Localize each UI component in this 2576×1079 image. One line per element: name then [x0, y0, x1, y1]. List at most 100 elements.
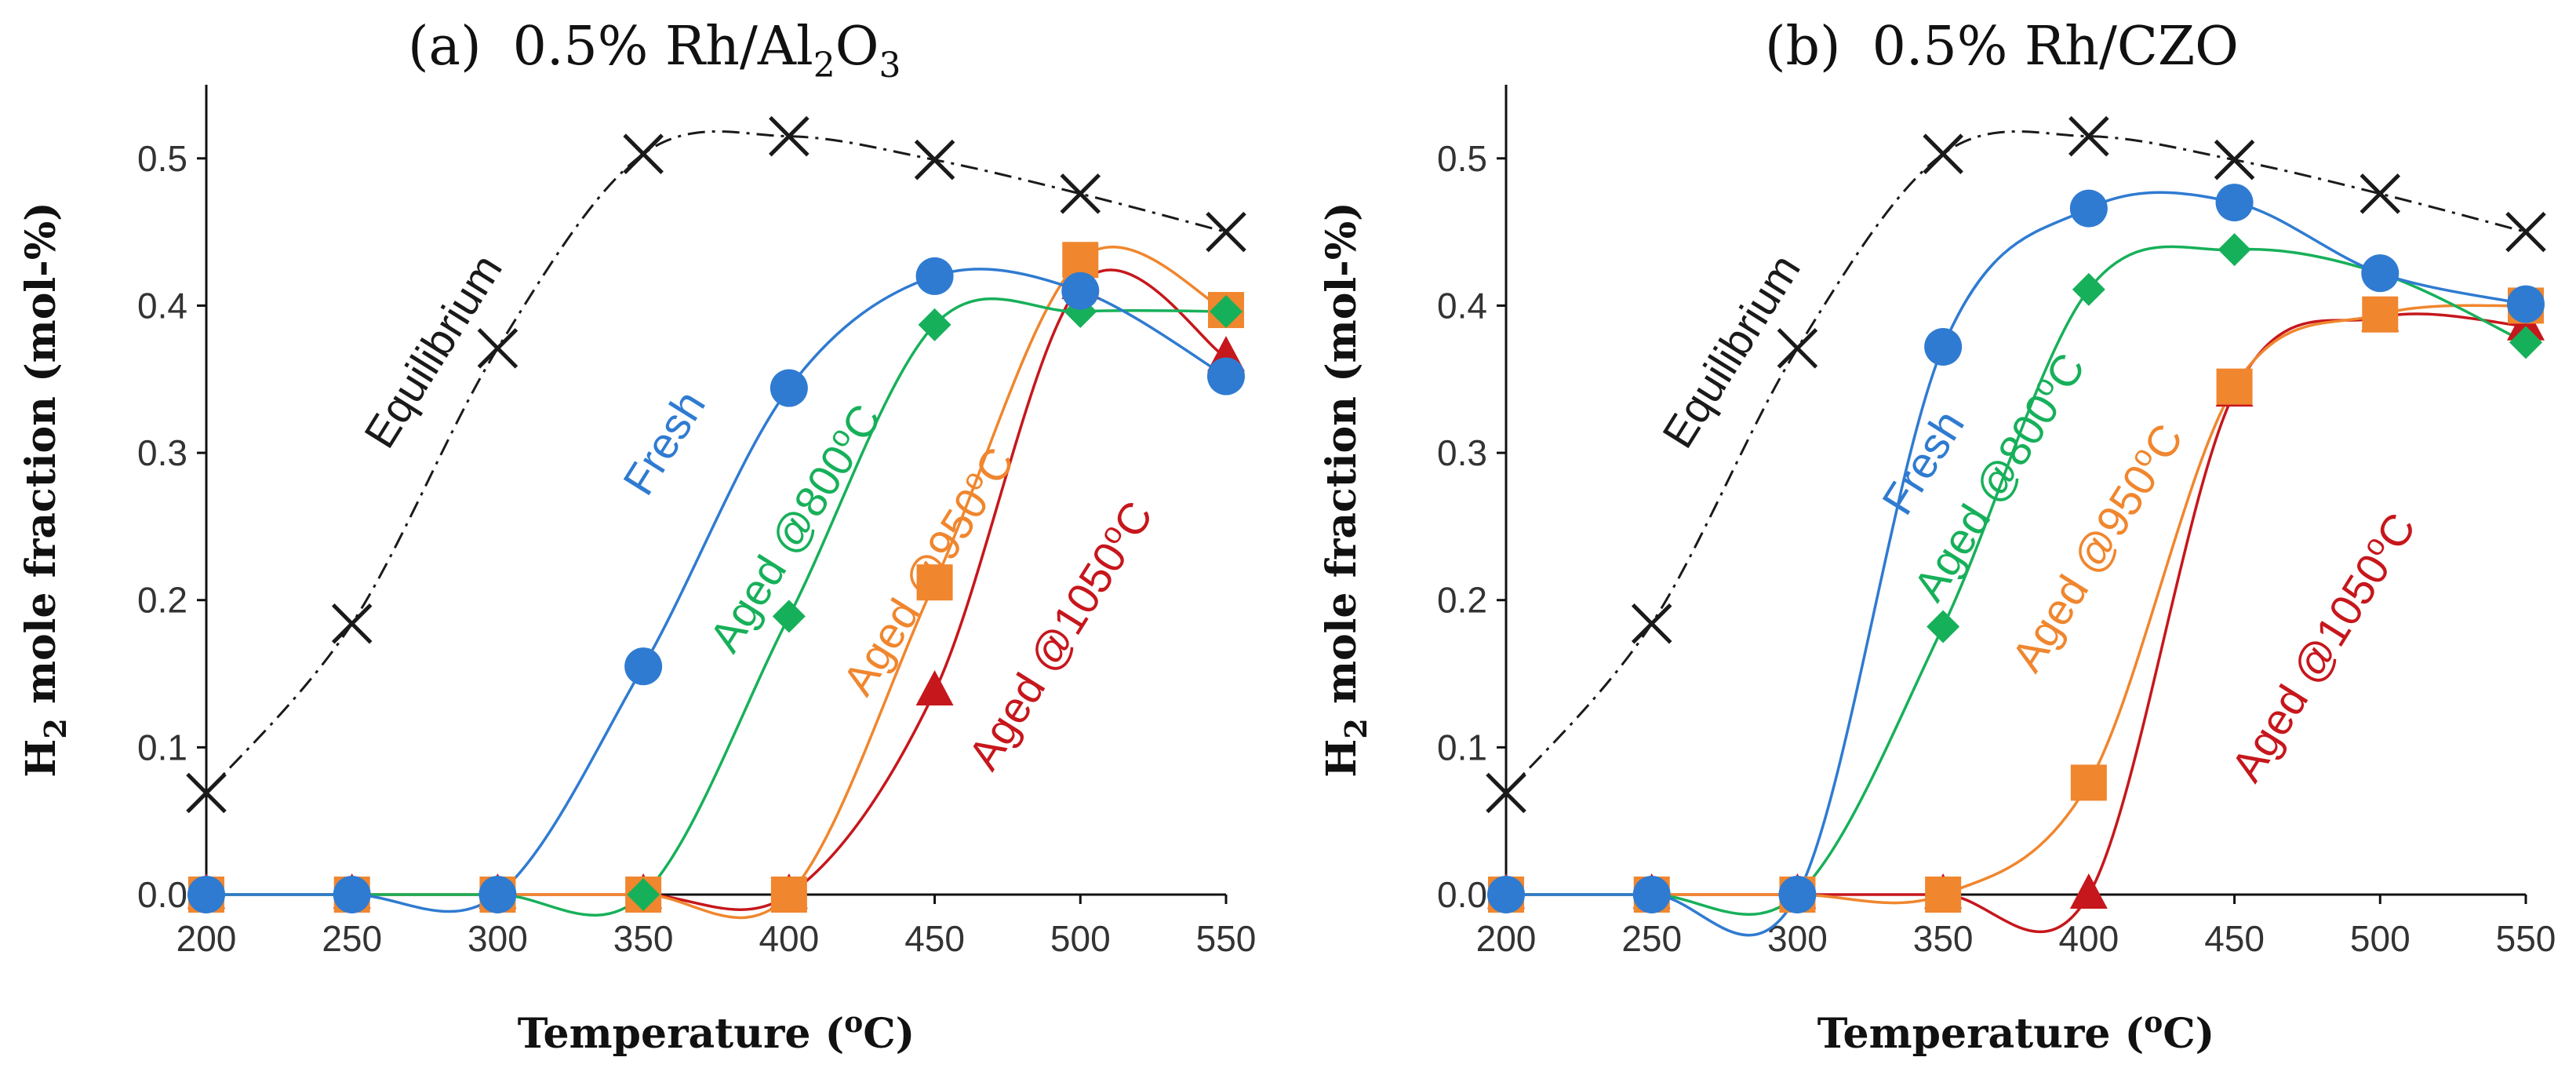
panel-b-x-tick-label: 350: [1913, 918, 1974, 959]
panel-a-point-equilibrium: [477, 328, 518, 369]
panel-b-point-fresh: [1778, 876, 1817, 913]
panel-b-point-fresh: [1487, 876, 1525, 913]
panel-b-point-equilibrium: [2505, 211, 2546, 253]
panel-b-x-tick-label: 200: [1476, 918, 1537, 959]
panel-b-point-equilibrium: [2214, 139, 2255, 180]
panel-b-point-equilibrium: [1486, 772, 1526, 814]
panel-b-point-equilibrium: [1631, 603, 1672, 644]
panel-b-point-aged-950oc: [1925, 877, 1962, 913]
panel-a-point-equilibrium: [1060, 173, 1101, 214]
panel-b-point-equilibrium: [2068, 115, 2109, 157]
panel-b-point-aged-950oc: [2362, 296, 2399, 333]
panel-b-x-tick-label: 450: [2204, 918, 2265, 959]
panel-a-x-tick-label: 250: [322, 918, 382, 959]
panel-a-x-tick-label: 350: [613, 918, 674, 959]
panel-b-x-tick-label: 400: [2058, 918, 2119, 959]
panel-a-y-tick-label: 0.3: [137, 432, 187, 473]
panel-b-point-aged-800oc: [2072, 272, 2105, 306]
panel-b-y-axis-label: H2 mole fraction (mol-%): [1318, 202, 1374, 778]
panel-b-annotation-equilibrium: Equilibrium: [1653, 246, 1810, 456]
panel-a-point-aged-950oc: [1062, 242, 1099, 279]
panel-a-series-line-equilibrium: [205, 130, 1227, 794]
panel-b-point-fresh: [2069, 189, 2108, 228]
panel-b-y-ticks: 0.0 0.1 0.2 0.3 0.4 0.5: [1437, 138, 1506, 915]
panel-a-x-tick-label: 450: [904, 918, 965, 959]
panel-b-series-line-aged-950oc: [1506, 304, 2527, 905]
panel-a-point-equilibrium: [1206, 211, 1246, 253]
panel-b-point-equilibrium: [1777, 328, 1818, 369]
panel-a-x-tick-label: 550: [1196, 918, 1257, 959]
panel-a-series-line-aged-800oc: [206, 297, 1227, 917]
panel-a-point-aged-950oc: [770, 877, 807, 913]
panel-a-annotation-equilibrium: Equilibrium: [355, 246, 511, 456]
panel-a-series-line-fresh: [206, 268, 1227, 913]
panel-b-point-equilibrium: [1923, 133, 1963, 174]
panel-b-point-aged-950oc: [2070, 764, 2107, 801]
panel-a-y-tick-label: 0.5: [137, 138, 187, 179]
panel-a-point-aged-800oc: [627, 878, 660, 911]
panel-b-y-tick-label: 0.2: [1437, 580, 1487, 621]
panel-a: (a) 0.5% Rh/Al2O3 0.00.10.20.30.40.5 200 2…: [17, 16, 1256, 1058]
panel-b-series-line-equilibrium: [1504, 130, 2527, 794]
panel-b-x-tick-label: 500: [2350, 918, 2410, 959]
panel-a-y-tick-label: 0.1: [137, 727, 187, 767]
panel-b-x-tick-label: 300: [1767, 918, 1828, 959]
panel-b-point-fresh: [2507, 285, 2545, 323]
panel-a-point-aged-1050oc: [915, 670, 954, 706]
panel-a-y-tick-label: 0.2: [137, 580, 187, 621]
panel-b-point-equilibrium: [2360, 173, 2401, 214]
panel-b-series-line-aged-800oc: [1506, 245, 2527, 916]
panel-a-y-tick-label: 0.4: [137, 285, 187, 326]
panel-b-point-fresh: [2361, 254, 2400, 293]
panel-b-point-fresh: [1632, 876, 1671, 913]
panel-a-title: (a) 0.5% Rh/Al2O3: [408, 16, 901, 86]
panel-b-x-tick-label: 250: [1621, 918, 1682, 959]
panel-a-point-aged-950oc: [916, 564, 953, 601]
panel-b-point-aged-1050oc: [2069, 873, 2108, 909]
panel-a-point-equilibrium: [769, 115, 810, 157]
panel-b-x-axis-label: Temperature (oC): [1817, 1006, 2214, 1058]
panel-a-x-axis-label: Temperature (oC): [518, 1006, 915, 1058]
panel-a-y-axis-label: H2 mole fraction (mol-%): [17, 202, 73, 778]
panel-b-y-tick-label: 0.3: [1437, 432, 1487, 473]
panel-a-point-aged-800oc: [1210, 294, 1243, 328]
panel-b-y-tick-label: 0.4: [1437, 285, 1487, 326]
panel-b-point-aged-800oc: [1927, 610, 1960, 643]
panel-a-annotation-fresh: Fresh: [613, 382, 715, 504]
panel-b: (b) 0.5% Rh/CZO 0.0 0.1 0.2 0.3 0.4 0.5 200 250…: [1318, 16, 2556, 1058]
panel-b-point-aged-800oc: [2218, 233, 2251, 267]
panel-a-point-fresh: [770, 369, 808, 407]
panel-b-x-ticks: 200 250 300 350 400 450 500 550: [1476, 895, 2556, 959]
panel-a-point-equilibrium: [623, 133, 664, 174]
panel-a-x-tick-label: 500: [1050, 918, 1111, 959]
panel-a-point-equilibrium: [186, 772, 227, 814]
panel-b-y-tick-label: 0.0: [1437, 874, 1487, 915]
panel-a-point-fresh: [915, 257, 954, 295]
panel-a-annotation-aged-950: Aged @950oC: [831, 438, 1024, 703]
panel-a-y-tick-label: 0.0: [137, 874, 187, 915]
panel-a-point-fresh: [1061, 272, 1100, 310]
panel-a-x-tick-label: 300: [468, 918, 528, 959]
panel-a-point-fresh: [187, 876, 225, 913]
panel-a-plot-area: [186, 115, 1246, 920]
panel-b-y-tick-label: 0.5: [1437, 138, 1487, 179]
panel-a-point-fresh: [333, 876, 371, 913]
panel-b-point-aged-950oc: [2216, 368, 2253, 405]
panel-b-title: (b) 0.5% Rh/CZO: [1765, 16, 2239, 78]
panel-a-x-tick-label: 200: [176, 918, 237, 959]
panel-a-point-fresh: [1207, 357, 1245, 396]
panel-a-point-aged-800oc: [918, 308, 951, 341]
panel-b-point-aged-800oc: [2509, 326, 2542, 359]
panel-b-point-fresh: [2215, 184, 2254, 222]
panel-b-y-tick-label: 0.1: [1437, 727, 1487, 767]
panel-b-annotation-aged-1050: Aged @1050oC: [2220, 504, 2425, 790]
panel-b-plot-area: [1486, 115, 2546, 937]
panel-b-point-fresh: [1924, 327, 1963, 366]
panel-a-y-ticks: 0.0 0.1 0.2 0.3 0.4 0.5: [137, 138, 206, 915]
panel-a-point-equilibrium: [331, 603, 373, 644]
panel-a-point-equilibrium: [914, 139, 955, 180]
panel-a-x-ticks: 200 250 300 350 400 450 500 550: [176, 895, 1257, 959]
panel-a-point-fresh: [624, 647, 663, 686]
panel-a-x-tick-label: 400: [759, 918, 819, 959]
